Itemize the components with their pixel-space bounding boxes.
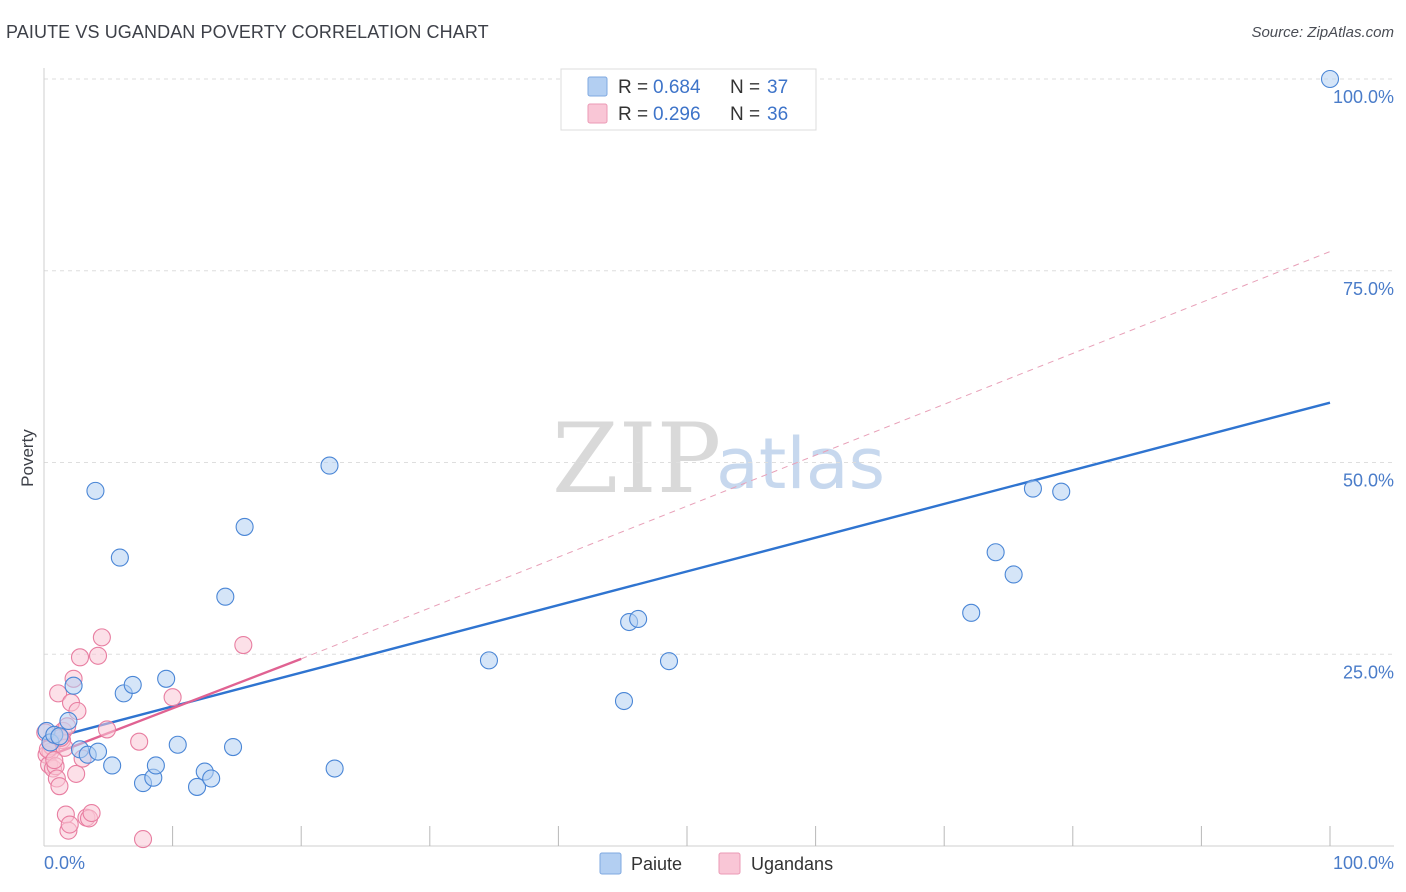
ugandans-point-34 [45,751,64,770]
ugandans-point-29 [133,830,153,849]
ugandans-point-27 [97,720,117,739]
paiute-point-26 [325,759,344,778]
ugandans-point-8 [50,777,69,796]
paiute-points [37,69,1340,796]
y-tick-label-1: 50.0% [1343,471,1394,491]
paiute-point-31 [659,652,679,671]
ugandans-point-30 [163,688,182,707]
paiute-point-4 [59,711,78,731]
legend-n-label-2: N = [730,104,760,125]
x-tick-label-min: 0.0% [44,853,85,873]
ugandans-trend-line [43,657,302,759]
y-axis-tick-labels: 25.0% 50.0% 75.0% 100.0% [1333,87,1394,682]
paiute-point-11 [110,548,129,567]
paiute-point-22 [216,587,235,606]
paiute-point-3 [50,727,69,746]
ugandans-point-24 [82,803,101,823]
paiute-point-13 [123,675,142,694]
watermark-atlas: atlas [716,423,885,505]
axes [43,68,1394,847]
bottom-legend-label-ugandans: Ugandans [751,854,833,874]
legend-r-label-2: R = [618,104,648,125]
ugandans-point-15 [60,815,79,834]
legend-n-value-ugandans: 36 [767,104,788,125]
paiute-point-34 [1004,565,1023,584]
legend-r-label-1: R = [618,77,648,98]
paiute-point-36 [1052,482,1071,501]
y-tick-label-2: 75.0% [1343,279,1394,299]
paiute-point-32 [962,603,981,622]
paiute-point-9 [88,742,108,761]
ugandans-point-31 [234,635,253,655]
ugandans-point-28 [130,732,149,751]
paiute-point-30 [629,609,648,629]
legend-r-value-ugandans: 0.296 [653,104,701,125]
trend-lines [43,251,1331,759]
paiute-point-28 [614,691,634,711]
ugandans-point-20 [70,648,90,667]
grid-lines [44,78,1394,655]
ugandans-points [36,628,253,849]
ugandans-trend-extension [301,251,1331,660]
source-credit: Source: ZipAtlas.com [1251,24,1394,41]
legend-r-value-paiute: 0.684 [653,77,701,98]
ugandans-point-18 [67,764,86,783]
paiute-trend-line [43,401,1331,742]
paiute-point-24 [235,517,254,536]
y-axis-label: Poverty [18,429,37,487]
chart-title: PAIUTE VS UGANDAN POVERTY CORRELATION CH… [6,22,489,42]
x-axis-ticks [172,826,1331,846]
paiute-point-21 [202,769,221,788]
paiute-point-8 [86,481,105,500]
watermark-zip: ZIP [552,403,721,515]
correlation-legend: R = 0.684 N = 37 R = 0.296 N = 36 [560,68,817,131]
bottom-legend-swatch-paiute [599,852,622,875]
paiute-point-25 [320,456,339,475]
x-tick-label-max: 100.0% [1333,853,1394,873]
series-legend: Paiute Ugandans [599,852,833,875]
ugandans-point-26 [92,628,111,647]
bottom-legend-label-paiute: Paiute [631,854,682,874]
paiute-point-17 [157,669,176,688]
legend-swatch-ugandans [587,103,608,124]
paiute-point-33 [986,543,1005,562]
paiute-point-10 [103,756,122,775]
legend-n-label-1: N = [730,77,760,98]
y-tick-label-3: 100.0% [1333,87,1394,107]
bottom-legend-swatch-ugandans [718,852,741,875]
paiute-point-23 [223,738,243,757]
y-tick-label-0: 25.0% [1343,662,1394,682]
paiute-point-35 [1023,479,1042,498]
legend-n-value-paiute: 37 [767,77,788,98]
paiute-point-37 [1320,69,1340,89]
paiute-point-18 [168,735,187,754]
ugandans-point-25 [88,646,108,665]
paiute-point-16 [146,756,165,775]
paiute-point-19 [187,777,207,796]
paiute-point-27 [479,651,499,670]
ugandans-point-7 [49,684,68,703]
legend-swatch-paiute [587,76,608,97]
paiute-point-5 [64,676,83,695]
